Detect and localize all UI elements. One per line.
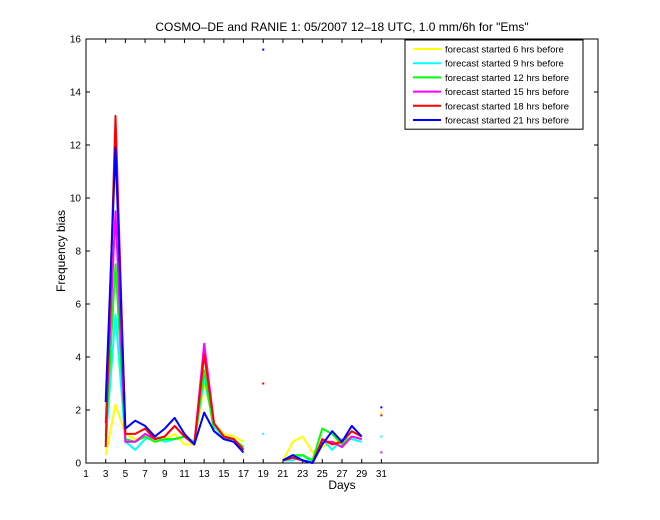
y-tick-label: 4 bbox=[75, 353, 81, 364]
x-tick-label: 1 bbox=[83, 469, 89, 480]
series-line bbox=[104, 382, 244, 456]
x-tick-label: 21 bbox=[277, 469, 289, 480]
x-tick-label: 15 bbox=[218, 469, 230, 480]
legend-entry: forecast started 6 hrs before bbox=[445, 45, 564, 56]
series-point bbox=[380, 435, 383, 438]
y-tick-label: 10 bbox=[70, 194, 82, 205]
series-point bbox=[380, 411, 383, 414]
series-point bbox=[380, 414, 383, 417]
x-tick-label: 17 bbox=[238, 469, 250, 480]
x-tick-label: 13 bbox=[199, 469, 211, 480]
legend-entry: forecast started 15 hrs before bbox=[445, 87, 569, 98]
x-tick-label: 7 bbox=[142, 469, 148, 480]
legend-entry: forecast started 9 hrs before bbox=[445, 59, 564, 70]
x-tick-label: 19 bbox=[258, 469, 270, 480]
series-point bbox=[262, 48, 265, 51]
series-point bbox=[380, 406, 383, 409]
x-tick-label: 31 bbox=[376, 469, 388, 480]
y-tick-label: 12 bbox=[70, 141, 82, 152]
chart-title: COSMO–DE and RANIE 1: 05/2007 12–18 UTC,… bbox=[155, 20, 528, 34]
y-tick-label: 0 bbox=[75, 459, 81, 470]
series-line bbox=[104, 114, 245, 451]
x-tick-label: 9 bbox=[162, 469, 168, 480]
x-tick-label: 29 bbox=[356, 469, 368, 480]
y-tick-label: 6 bbox=[75, 300, 81, 311]
series-line bbox=[282, 430, 363, 464]
series-point bbox=[262, 382, 265, 385]
legend-entry: forecast started 21 hrs before bbox=[445, 116, 569, 127]
y-tick-label: 8 bbox=[75, 247, 81, 258]
y-tick-label: 14 bbox=[70, 88, 82, 99]
x-tick-label: 23 bbox=[297, 469, 309, 480]
legend-entry: forecast started 12 hrs before bbox=[445, 73, 569, 84]
x-tick-label: 25 bbox=[317, 469, 329, 480]
series-point bbox=[380, 451, 383, 454]
series-line bbox=[282, 424, 363, 464]
y-tick-label: 2 bbox=[75, 406, 81, 417]
series-point bbox=[262, 432, 265, 435]
y-axis-label: Frequency bias bbox=[54, 210, 68, 292]
y-tick-label: 16 bbox=[70, 35, 82, 46]
x-tick-label: 11 bbox=[179, 469, 190, 480]
legend-entry: forecast started 18 hrs before bbox=[445, 101, 569, 112]
series-5 bbox=[104, 114, 383, 464]
series-6 bbox=[104, 48, 383, 464]
legend: forecast started 6 hrs before forecast st… bbox=[404, 39, 584, 130]
x-axis-label: Days bbox=[328, 478, 355, 492]
legend-box bbox=[404, 39, 584, 130]
x-tick-label: 3 bbox=[103, 469, 109, 480]
x-tick-label: 27 bbox=[336, 469, 348, 480]
series-line bbox=[104, 146, 245, 454]
x-tick-label: 5 bbox=[123, 469, 129, 480]
